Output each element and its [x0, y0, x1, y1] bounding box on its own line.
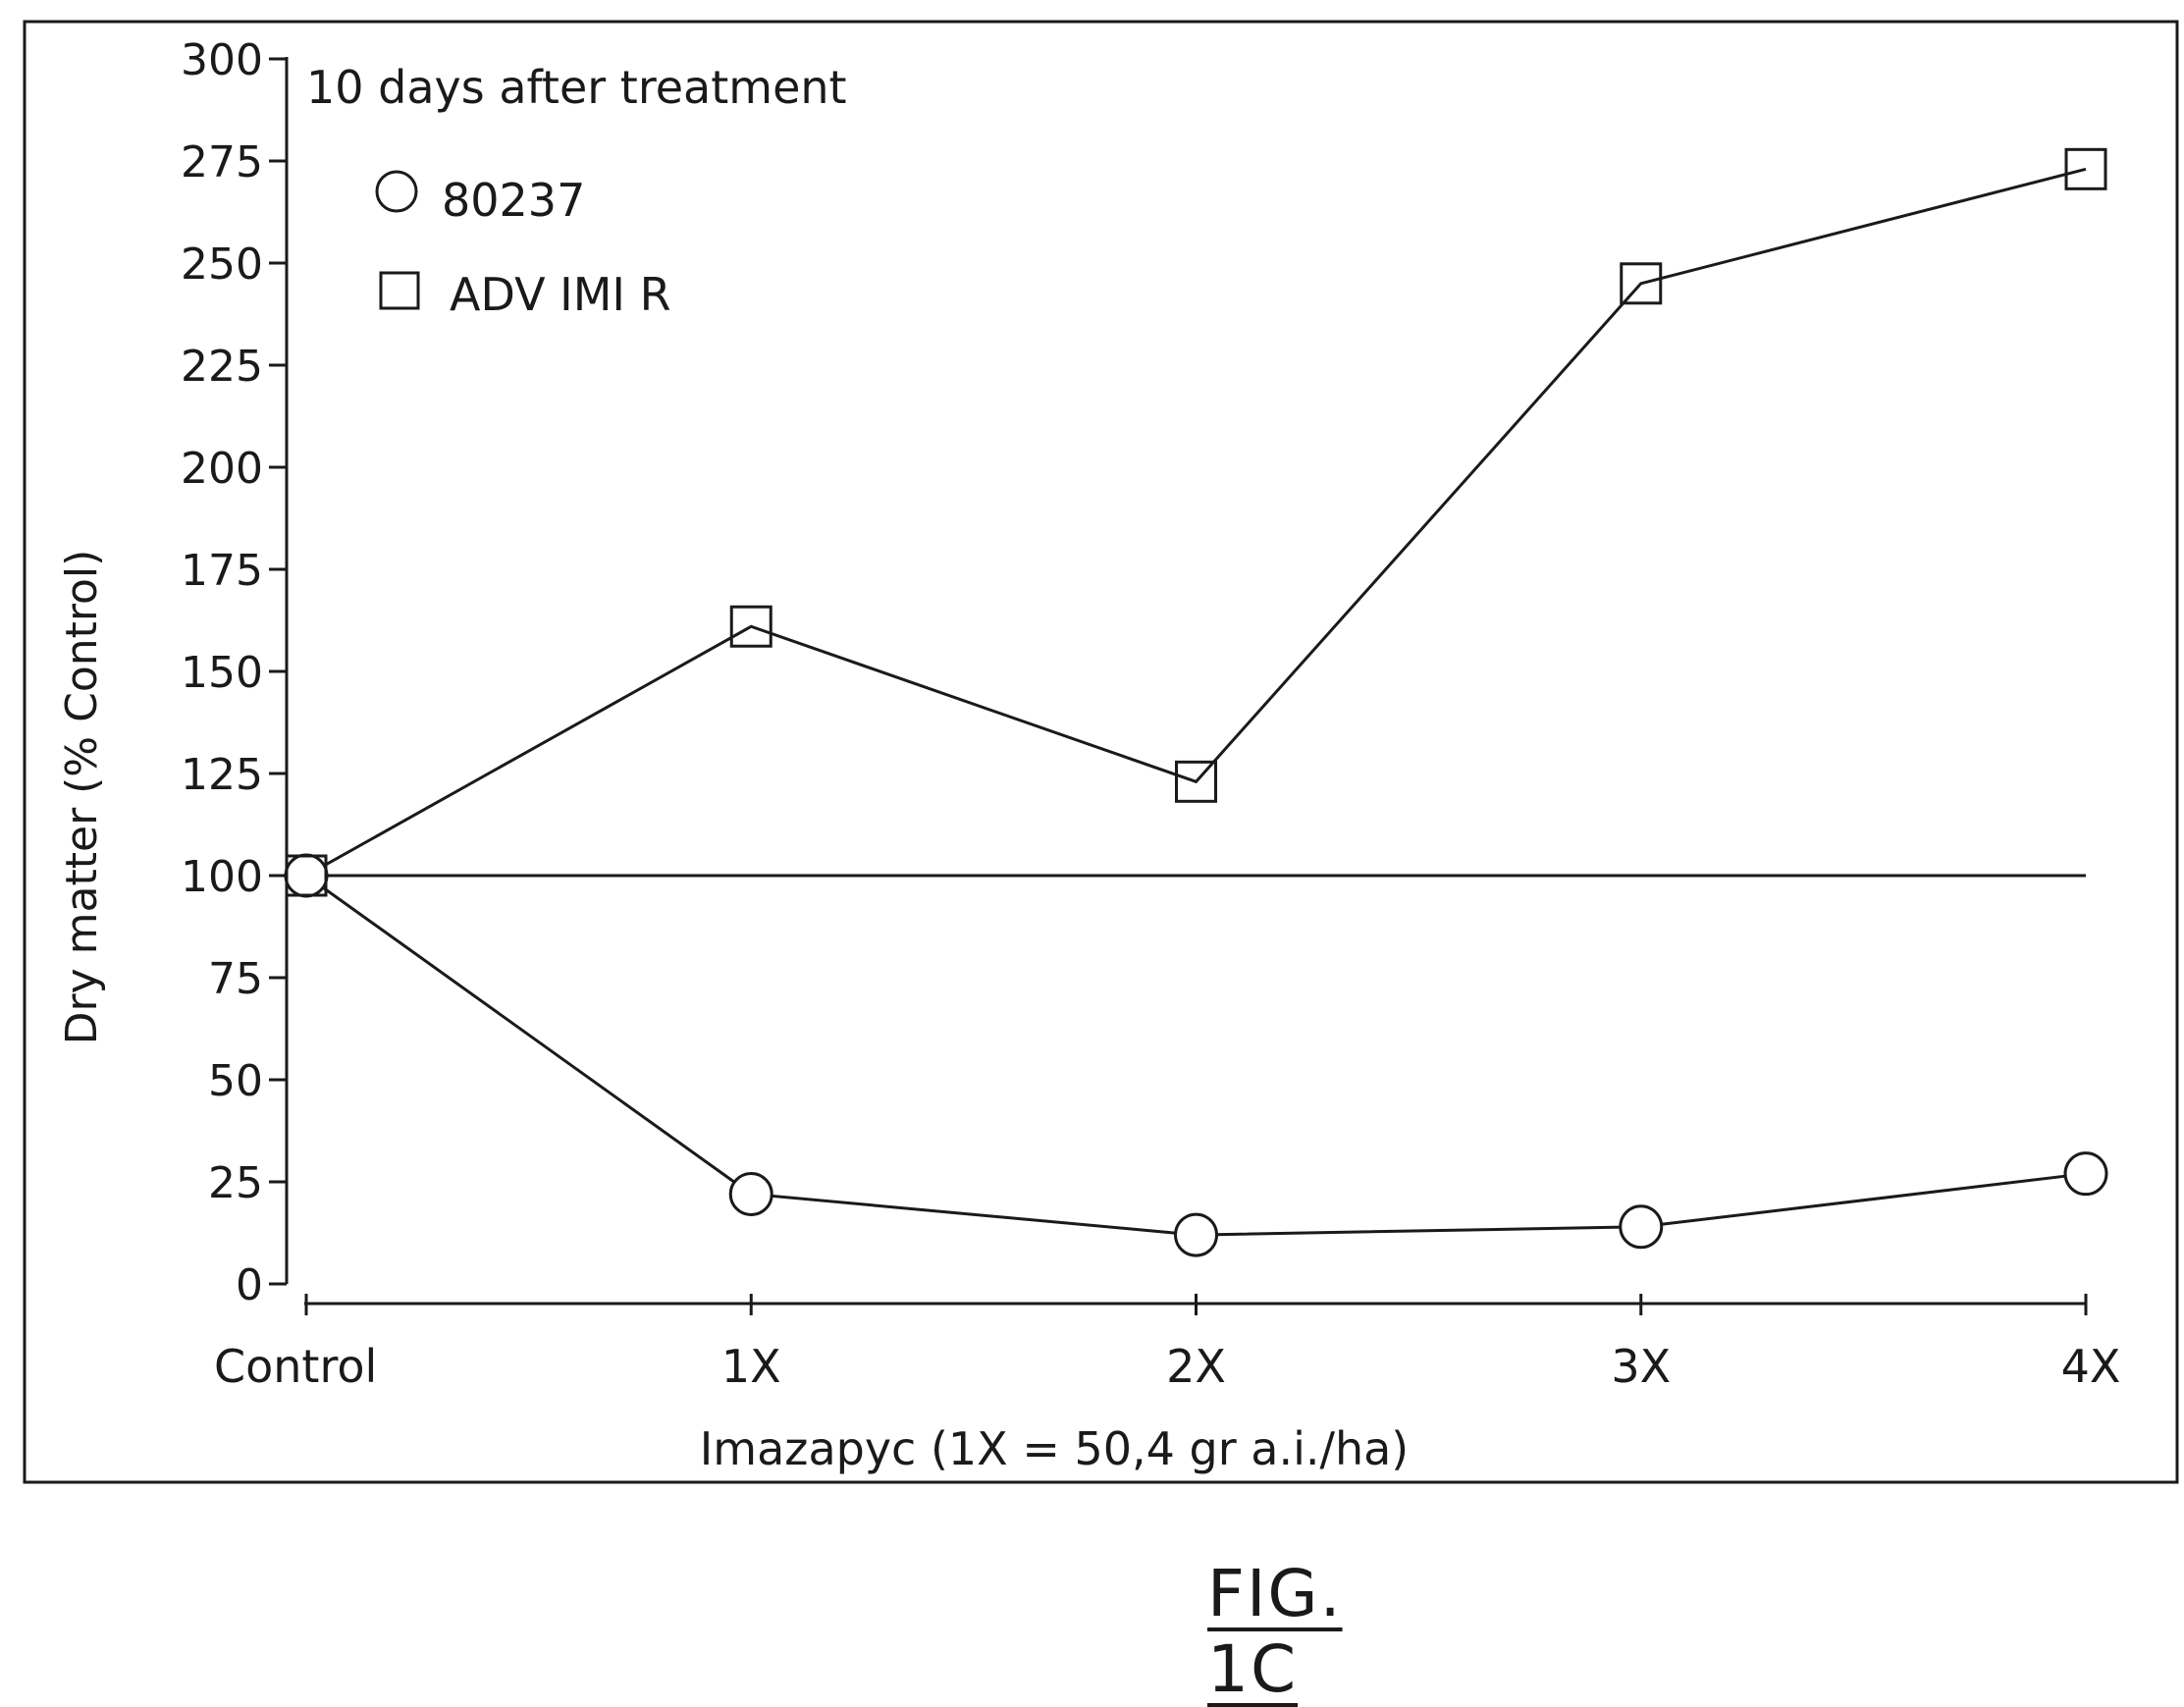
chart-border — [23, 20, 2179, 1484]
data-point-adv-imi-r — [1175, 760, 1217, 803]
data-point-adv-imi-r — [2064, 147, 2107, 190]
x-tick-label: 4X — [2061, 1340, 2121, 1393]
legend: 80237 ADV IMI R — [375, 170, 671, 321]
y-tick-label: 300 — [181, 35, 263, 85]
series-line-80237 — [305, 874, 2087, 1237]
y-tick-label: 75 — [208, 954, 263, 1004]
data-point-80237 — [2063, 1151, 2108, 1197]
y-tick-label: 175 — [181, 546, 263, 596]
legend-label-80237: 80237 — [442, 174, 585, 227]
y-tick-label: 100 — [181, 852, 263, 902]
y-tick-label: 0 — [236, 1260, 263, 1310]
figure-caption: FIG. 1C — [1207, 1556, 1343, 1707]
y-tick-label: 150 — [181, 648, 263, 698]
legend-circle-marker — [375, 170, 418, 213]
y-ticks: 0 25 50 75 100 125 150 175 200 225 250 275 300 — [181, 35, 287, 1310]
y-axis-label: Dry matter (% Control) — [57, 550, 107, 1045]
y-tick-label: 250 — [181, 240, 263, 290]
data-point-80237 — [728, 1171, 773, 1216]
chart-title: 10 days after treatment — [306, 61, 847, 114]
series-line-adv-imi-r — [305, 167, 2087, 878]
data-point-80237 — [1619, 1204, 1664, 1250]
chart-svg: 0 25 50 75 100 125 150 175 200 225 250 275 300 Contr… — [23, 20, 2179, 1484]
legend-label-adv-imi-r: ADV IMI R — [450, 268, 671, 321]
y-tick-label: 200 — [181, 444, 263, 494]
x-tick-label: 3X — [1611, 1340, 1671, 1393]
data-point-80237 — [284, 853, 329, 898]
legend-square-marker — [379, 271, 420, 310]
y-tick-label: 25 — [208, 1158, 263, 1208]
data-point-adv-imi-r — [285, 854, 328, 897]
data-point-adv-imi-r — [729, 605, 772, 648]
data-point-80237 — [1174, 1212, 1218, 1257]
x-tick-label: 1X — [721, 1340, 781, 1393]
x-ticks: Control 1X 2X 3X 4X — [214, 1294, 2120, 1393]
series-markers — [284, 147, 2108, 1257]
x-axis-label: Imazapyc (1X = 50,4 gr a.i./ha) — [700, 1422, 1410, 1475]
y-tick-label: 275 — [181, 137, 263, 187]
y-tick-label: 125 — [181, 750, 263, 800]
x-tick-label: Control — [214, 1340, 377, 1393]
series-lines — [305, 167, 2087, 1237]
data-point-adv-imi-r — [1620, 262, 1663, 305]
x-tick-label: 2X — [1166, 1340, 1226, 1393]
y-tick-label: 225 — [181, 342, 263, 392]
y-tick-label: 50 — [208, 1056, 263, 1106]
